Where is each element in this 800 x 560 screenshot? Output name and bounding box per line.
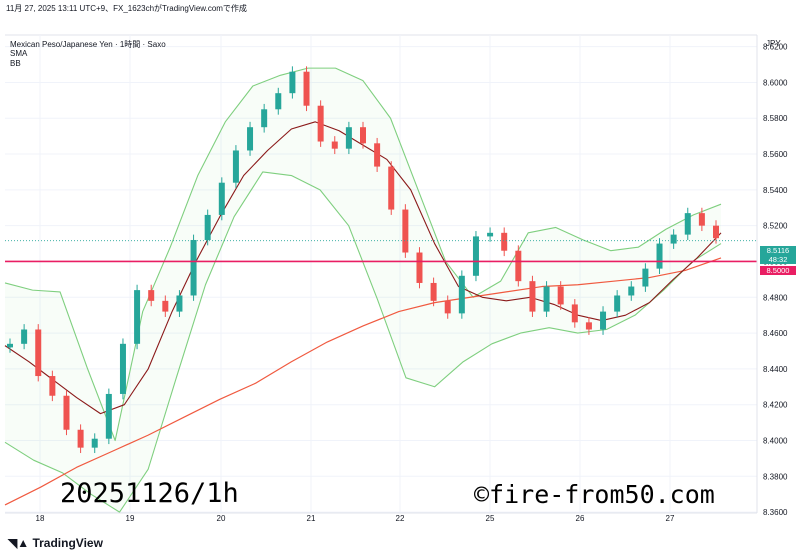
candle-body (713, 225, 719, 239)
candle-body (49, 376, 56, 396)
y-tick-label: 8.5800 (763, 114, 788, 123)
bb-lower-line (4, 171, 722, 513)
sma-slow-line (4, 257, 722, 506)
candle-body (204, 214, 211, 240)
snapshot-caption: 11月 27, 2025 13:11 UTC+9、FX_1623chがTradi… (6, 4, 247, 13)
chart-axes: 8.6200 8.6000 8.5800 8.5600 8.5400 8.5200 8.50… (5, 35, 788, 523)
x-tick-label: 25 (486, 514, 495, 523)
candle-body (614, 295, 621, 312)
candle-body (77, 429, 84, 448)
x-tick-label: 27 (666, 514, 675, 523)
candle-body (119, 343, 126, 394)
candle-body (529, 281, 536, 312)
y-tick-label: 8.5600 (763, 150, 788, 159)
candle-body (557, 286, 564, 305)
candle-body (543, 286, 550, 312)
candle-body (176, 295, 183, 312)
x-tick-label: 20 (217, 514, 226, 523)
y-tick-label: 8.4200 (763, 401, 788, 410)
x-tick-label: 21 (307, 514, 316, 523)
candle-body (430, 282, 437, 301)
candle-body (331, 141, 338, 149)
candle-body (134, 290, 141, 344)
tradingview-logo[interactable]: ◥▲ TradingView (8, 536, 103, 550)
candle-body (472, 236, 479, 276)
candle-body (105, 393, 112, 439)
watermark-date: 20251126/1h (60, 478, 239, 509)
candle-body (642, 268, 649, 287)
watermark-site: ©fire-from50.com (474, 480, 715, 509)
tradingview-logo-text: TradingView (32, 536, 103, 550)
candle-body (162, 300, 169, 312)
x-tick-label: 18 (36, 514, 45, 523)
horizontal-lines (5, 240, 757, 263)
bar-countdown: 48:32 (768, 255, 788, 264)
candle-body (670, 234, 677, 244)
candle-body (190, 239, 197, 296)
candle-body (7, 343, 13, 348)
y-tick-label: 8.3600 (763, 508, 788, 517)
symbol-title[interactable]: Mexican Peso/Japanese Yen · 1時間 · Saxo (10, 40, 166, 49)
tradingview-logo-icon: ◥▲ (8, 536, 30, 550)
candle-body (656, 243, 663, 269)
candle-body (487, 232, 494, 237)
candle-body (289, 71, 296, 94)
candle-body (458, 275, 465, 314)
candle-body (684, 213, 691, 235)
candle-body (444, 300, 451, 314)
candle-body (303, 71, 310, 106)
candle-body (360, 127, 366, 144)
y-tick-label: 8.5400 (763, 186, 788, 195)
candle-body (247, 127, 254, 151)
candle-body (698, 213, 705, 226)
last-price-value: 8.5116 (766, 246, 790, 255)
candle-body (63, 395, 70, 430)
candle-body (261, 109, 268, 128)
candle-body (501, 232, 508, 251)
candle-body (91, 438, 98, 448)
candle-body (585, 322, 592, 330)
candle-body (515, 250, 522, 282)
candle-body (148, 290, 155, 301)
candle-body (345, 127, 352, 149)
candle-body (600, 311, 607, 330)
candle-body (232, 150, 239, 183)
x-tick-label: 19 (126, 514, 135, 523)
y-tick-label: 8.6200 (763, 43, 788, 52)
candle-body (402, 209, 409, 253)
candle-body (388, 166, 395, 210)
level-price-value: 8.5000 (766, 266, 790, 275)
candlestick-series (7, 66, 719, 454)
candle-body (21, 329, 28, 344)
y-tick-label: 8.4400 (763, 365, 788, 374)
candle-body (628, 286, 635, 296)
candle-body (374, 143, 381, 167)
indicator-bb-label[interactable]: BB (10, 59, 21, 68)
candle-body (35, 329, 42, 377)
candle-body (416, 252, 423, 283)
candle-body (317, 105, 324, 142)
x-tick-label: 26 (576, 514, 585, 523)
bb-upper-line (4, 67, 722, 442)
candle-body (571, 304, 578, 323)
level-price-tag: 8.5000 (760, 266, 796, 275)
candle-body (218, 182, 225, 215)
candle-body (275, 93, 282, 110)
y-tick-label: 8.4000 (763, 436, 788, 445)
y-tick-label: 8.4800 (763, 293, 788, 302)
y-tick-label: 8.3800 (763, 472, 788, 481)
currency-label: JPY (766, 39, 781, 48)
last-price-tag: 8.5116 48:32 (760, 246, 796, 264)
y-tick-label: 8.5200 (763, 222, 788, 231)
y-tick-label: 8.4600 (763, 329, 788, 338)
indicator-sma-label[interactable]: SMA (10, 49, 28, 58)
x-tick-label: 22 (396, 514, 405, 523)
y-tick-label: 8.6000 (763, 78, 788, 87)
